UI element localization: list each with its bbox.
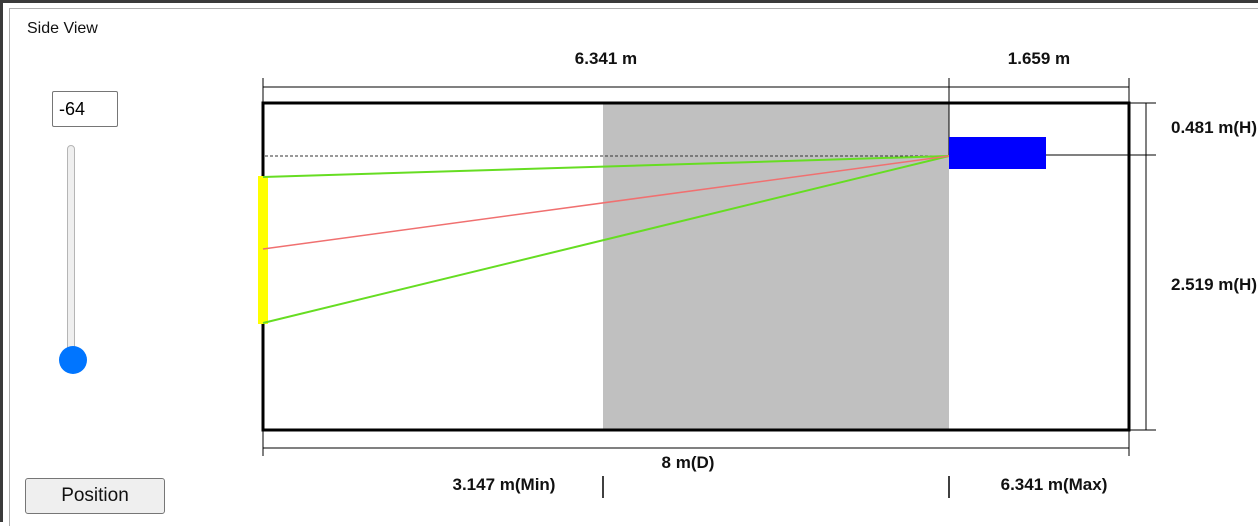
min-distance-label: 3.147 m(Min)	[453, 475, 556, 494]
coverage-line-lower	[262, 155, 950, 324]
device-block	[949, 137, 1046, 169]
right-lower-height-label: 2.519 m(H)	[1171, 275, 1257, 294]
coverage-line-upper	[262, 155, 950, 178]
center-line	[262, 155, 950, 250]
side-view-panel	[9, 8, 1258, 526]
right-upper-height-label: 0.481 m(H)	[1171, 118, 1257, 137]
position-button[interactable]: Position	[25, 478, 165, 514]
max-distance-label: 6.341 m(Max)	[1001, 475, 1108, 494]
tilt-angle-input[interactable]	[52, 91, 118, 127]
top-left-width-label: 6.341 m	[575, 49, 637, 68]
panel-title: Side View	[27, 20, 98, 37]
tilt-slider-thumb[interactable]	[59, 346, 87, 374]
coverage-zone	[603, 103, 949, 430]
top-right-width-label: 1.659 m	[1008, 49, 1070, 68]
target-area-bar	[258, 176, 268, 324]
bottom-depth-label: 8 m(D)	[662, 453, 715, 472]
